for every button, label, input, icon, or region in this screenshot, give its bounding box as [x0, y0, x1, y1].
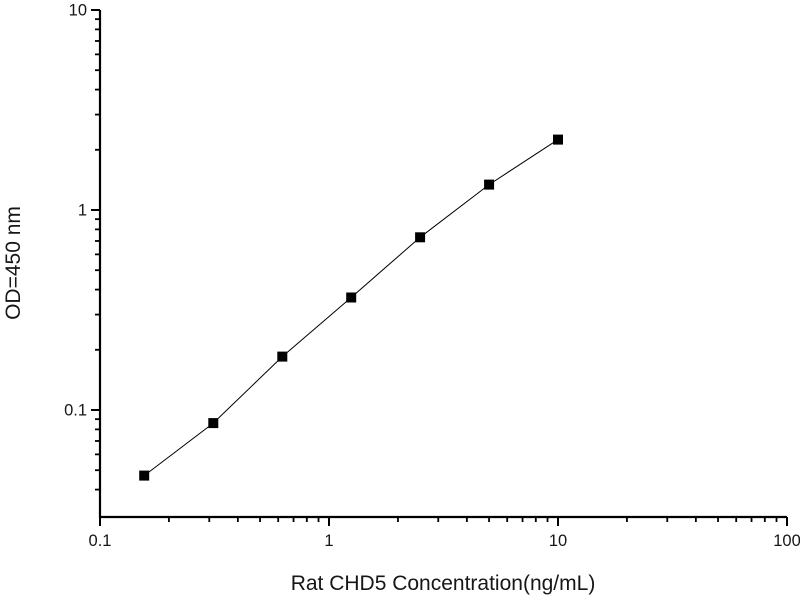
data-series: [139, 134, 563, 481]
data-point-marker: [415, 232, 426, 243]
y-tick-label: 0.1: [64, 402, 87, 420]
data-point-marker: [139, 470, 150, 481]
data-point-marker: [277, 351, 288, 362]
y-tick-label: 1: [78, 202, 87, 220]
axes: [98, 10, 787, 519]
x-tick-label: 10: [549, 532, 567, 550]
curve-line: [143, 139, 559, 476]
x-tick-label: 0.1: [89, 532, 112, 550]
data-point-marker: [208, 418, 219, 429]
data-point-marker: [484, 179, 495, 190]
axis-tick-labels: 0.1 1 10 100 0.1 1 10: [64, 2, 800, 551]
x-tick-label: 1: [324, 532, 333, 550]
axis-ticks: [91, 9, 788, 526]
y-tick-label: 10: [69, 2, 87, 20]
y-axis-title: OD=450 nm: [2, 206, 25, 320]
data-point-marker: [553, 134, 563, 145]
x-axis-title: Rat CHD5 Concentration(ng/mL): [291, 572, 596, 595]
data-point-marker: [346, 292, 357, 303]
x-tick-label: 100: [773, 532, 800, 550]
